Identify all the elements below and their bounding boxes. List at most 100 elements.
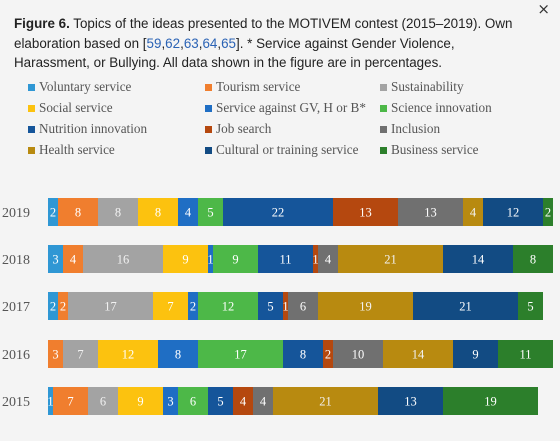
data-label: 1 (207, 253, 213, 267)
data-label: 11 (519, 348, 531, 362)
data-label: 13 (424, 206, 437, 220)
data-label: 12 (507, 206, 520, 220)
data-label: 12 (222, 300, 235, 314)
data-label: 8 (530, 253, 536, 267)
bar-segment (378, 387, 443, 415)
legend-label: Inclusion (391, 121, 440, 136)
data-label: 3 (52, 348, 58, 362)
legend-label: Job search (216, 121, 272, 136)
bar-segment (318, 292, 413, 320)
bar-segment (323, 340, 333, 368)
data-label: 2 (190, 300, 196, 314)
bar-segment (283, 292, 288, 320)
bar-segment (53, 387, 88, 415)
data-label: 13 (404, 395, 417, 409)
data-label: 2 (545, 206, 551, 220)
data-label: 5 (267, 300, 273, 314)
data-label: 5 (217, 395, 223, 409)
reference-link[interactable]: 64 (202, 35, 218, 51)
data-label: 8 (75, 206, 81, 220)
data-label: 21 (459, 300, 472, 314)
bar-segment (283, 340, 323, 368)
data-label: 13 (359, 206, 372, 220)
bar-segment (498, 340, 553, 368)
bar-segment (213, 245, 258, 273)
data-label: 17 (104, 300, 117, 314)
bar-segment (223, 198, 333, 226)
bar-segment (163, 387, 178, 415)
category-label: 2017 (2, 300, 30, 315)
legend-swatch (205, 147, 212, 154)
bar-segment (178, 387, 208, 415)
data-label: 4 (70, 253, 77, 267)
bar-segment (48, 387, 53, 415)
data-label: 4 (185, 206, 192, 220)
data-label: 7 (167, 300, 173, 314)
data-label: 19 (359, 300, 372, 314)
legend-swatch (380, 147, 387, 154)
bar-segment (153, 292, 188, 320)
data-label: 8 (115, 206, 121, 220)
bar-segment (98, 198, 138, 226)
legend-swatch (28, 147, 35, 154)
data-label: 11 (279, 253, 291, 267)
bar-segment (273, 387, 378, 415)
bar-segment (543, 198, 553, 226)
legend-swatch (28, 105, 35, 112)
bar-segment (48, 292, 58, 320)
legend-label: Business service (391, 142, 479, 157)
data-label: 2 (50, 206, 56, 220)
data-label: 6 (100, 395, 106, 409)
category-label: 2019 (2, 206, 30, 221)
bar-segment (48, 245, 63, 273)
bar-segment (313, 245, 318, 273)
data-label: 22 (272, 206, 285, 220)
reference-link[interactable]: 59 (146, 35, 162, 51)
legend-swatch (28, 126, 35, 133)
reference-link[interactable]: 63 (183, 35, 199, 51)
bar-segment (338, 245, 443, 273)
bar-segment (208, 245, 213, 273)
bar-segment (188, 292, 198, 320)
legend-swatch (380, 84, 387, 91)
data-label: 8 (175, 348, 181, 362)
reference-link[interactable]: 62 (165, 35, 181, 51)
bar-segment (178, 198, 198, 226)
bar-segment (413, 292, 518, 320)
bar-segment (443, 245, 513, 273)
data-label: 2 (50, 300, 56, 314)
data-label: 9 (137, 395, 143, 409)
bar-segment (83, 245, 163, 273)
data-label: 8 (155, 206, 161, 220)
bar-segment (208, 387, 233, 415)
bar-segment (198, 340, 283, 368)
legend-label: Tourism service (216, 79, 301, 94)
legend-label: Service against GV, H or B* (216, 100, 366, 115)
bar-segment (513, 245, 553, 273)
data-label: 16 (117, 253, 130, 267)
close-icon[interactable]: × (537, 0, 550, 18)
legend-swatch (28, 84, 35, 91)
data-label: 9 (232, 253, 238, 267)
reference-link[interactable]: 65 (221, 35, 236, 51)
legend-swatch (380, 105, 387, 112)
legend-label: Voluntary service (39, 79, 132, 94)
legend-swatch (380, 126, 387, 133)
data-label: 1 (282, 300, 288, 314)
legend-label: Cultural or training service (216, 142, 359, 157)
bar-segment (158, 340, 198, 368)
caption-text-after: ]. * Service against Gender Violence, Ha… (14, 35, 455, 71)
legend-swatch (205, 126, 212, 133)
data-label: 17 (234, 348, 247, 362)
data-label: 8 (300, 348, 306, 362)
data-label: 3 (167, 395, 173, 409)
bar-segment (198, 292, 258, 320)
bar-segment (258, 245, 313, 273)
bar-segment (233, 387, 253, 415)
bar-segment (253, 387, 273, 415)
legend-label: Sustainability (391, 79, 464, 94)
bar-segment (443, 387, 538, 415)
legend-label: Social service (39, 100, 113, 115)
caption-text-before: Topics of the ideas presented to the MOT… (14, 16, 513, 51)
data-label: 9 (472, 348, 478, 362)
